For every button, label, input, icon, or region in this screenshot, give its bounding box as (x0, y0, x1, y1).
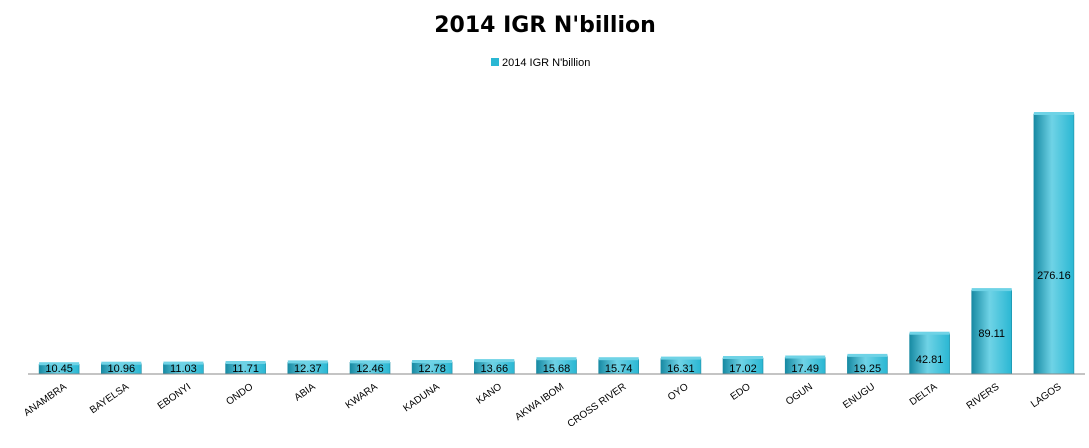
category-label: OGUN (784, 381, 815, 407)
bar-top-cap (971, 288, 1012, 292)
bar-top-cap (1033, 112, 1074, 115)
category-label: ANAMBRA (22, 381, 69, 419)
bar-top-cap (474, 359, 515, 363)
category-label: KANO (474, 381, 504, 406)
bar-top-cap (536, 357, 577, 361)
bar-top-cap (660, 356, 701, 360)
chart-title: 2014 IGR N'billion (434, 13, 656, 38)
category-label: DELTA (908, 381, 940, 408)
value-label: 11.71 (232, 363, 259, 375)
category-label: KWARA (344, 381, 380, 411)
category-label: KADUNA (401, 381, 442, 414)
bar-top-cap (39, 362, 80, 366)
value-label: 13.66 (481, 363, 509, 375)
bar-top-cap (287, 360, 328, 364)
value-label: 11.03 (170, 363, 197, 375)
bar-top-cap (412, 360, 453, 363)
bar-top-cap (163, 361, 204, 365)
category-label: EBONYI (156, 381, 193, 412)
category-label: ONDO (224, 381, 255, 407)
value-label: 10.96 (108, 363, 136, 375)
category-label: ABIA (293, 381, 318, 403)
value-label: 12.78 (418, 363, 446, 375)
value-label: 276.16 (1037, 270, 1071, 282)
value-label: 15.68 (543, 363, 571, 375)
value-label: 16.31 (667, 363, 695, 375)
bar-top-cap (785, 355, 826, 359)
value-label: 42.81 (916, 354, 944, 366)
value-label: 89.11 (978, 328, 1005, 340)
value-label: 15.74 (605, 363, 633, 375)
bar-top-cap (909, 331, 950, 335)
category-label: CROSS RIVER (566, 381, 629, 430)
category-label: ENUGU (841, 381, 877, 411)
category-label: LAGOS (1029, 381, 1064, 410)
bar-top-cap (847, 353, 888, 357)
bar-lagos (1033, 113, 1075, 375)
category-label: RIVERS (965, 381, 1002, 412)
bar-top-cap (101, 361, 142, 365)
category-label: AKWA IBOM (513, 381, 566, 423)
value-label: 17.02 (729, 363, 757, 375)
category-labels: ANAMBRA BAYELSA EBONYI ONDO ABIA KWARA KADUNA K… (22, 381, 1064, 430)
bar-top-cap (225, 361, 266, 364)
bar-top-cap (723, 356, 763, 359)
legend-label: 2014 IGR N'billion (502, 57, 590, 69)
bar-delta (909, 333, 950, 375)
category-label: OYO (666, 381, 691, 403)
bars (38, 112, 1075, 375)
bar-top-cap (598, 357, 639, 361)
value-label: 17.49 (791, 363, 819, 375)
value-label: 19.25 (854, 363, 882, 375)
bar-top-cap (350, 360, 390, 364)
value-labels: 10.45 10.96 11.03 11.71 12.37 12.46 12.78 13.66… (45, 270, 1070, 375)
legend-swatch (491, 58, 499, 66)
value-label: 12.37 (294, 363, 322, 375)
category-label: BAYELSA (88, 381, 131, 416)
value-label: 12.46 (356, 363, 384, 375)
value-label: 10.45 (45, 363, 73, 375)
legend: 2014 IGR N'billion (491, 57, 590, 69)
category-label: EDO (729, 381, 753, 403)
